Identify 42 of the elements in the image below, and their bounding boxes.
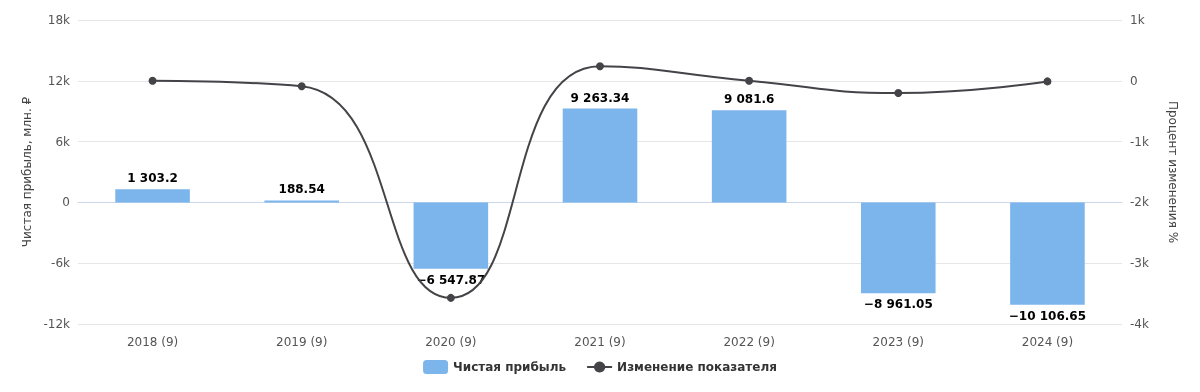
x-tick-label: 2020 (9) bbox=[425, 335, 477, 349]
bar bbox=[861, 202, 936, 294]
y2-tick-label: 1k bbox=[1130, 13, 1145, 27]
y-tick-label: 18k bbox=[47, 13, 71, 27]
y-tick-label: 0 bbox=[62, 195, 70, 210]
point bbox=[596, 62, 604, 71]
legend-label: Изменение показателя bbox=[617, 360, 777, 374]
y-tick-label: -12k bbox=[43, 317, 71, 331]
point bbox=[148, 76, 157, 85]
point bbox=[446, 293, 455, 302]
bar bbox=[413, 202, 489, 269]
point bbox=[297, 82, 306, 91]
legend-label: Чистая прибыль bbox=[453, 360, 567, 374]
data-label: −8 961.05 bbox=[863, 297, 933, 312]
point bbox=[1043, 77, 1052, 86]
data-label: −10 106.65 bbox=[1008, 308, 1087, 323]
data-label: 9 263.34 bbox=[570, 90, 630, 105]
x-tick-label: 2021 (9) bbox=[574, 335, 626, 349]
y2-tick-label: -2k bbox=[1130, 195, 1149, 210]
y-axis-title: Чистая прибыль, млн. ₽ bbox=[19, 96, 34, 248]
point bbox=[745, 76, 754, 85]
y2-tick-label: 0 bbox=[1130, 73, 1138, 88]
data-label: 188.54 bbox=[278, 182, 325, 197]
data-label: 9 081.6 bbox=[723, 92, 775, 107]
x-tick-label: 2023 (9) bbox=[872, 335, 924, 349]
bar bbox=[562, 108, 638, 203]
y-tick-label: -6k bbox=[51, 256, 71, 271]
bar bbox=[115, 189, 190, 203]
y2-tick-label: -1k bbox=[1130, 134, 1149, 149]
bar bbox=[1010, 202, 1085, 305]
y2-axis-title: Процент изменения % bbox=[1166, 100, 1180, 244]
bar bbox=[711, 110, 787, 203]
point bbox=[894, 88, 903, 97]
x-tick-label: 2022 (9) bbox=[723, 335, 775, 349]
y2-tick-label: -3k bbox=[1130, 256, 1149, 271]
data-label: 1 303.2 bbox=[127, 171, 178, 186]
x-tick-label: 2018 (9) bbox=[126, 335, 179, 349]
y-tick-label: 6k bbox=[55, 134, 71, 149]
y-tick-label: 12k bbox=[47, 73, 71, 88]
x-tick-label: 2019 (9) bbox=[276, 335, 328, 349]
x-tick-label: 2024 (9) bbox=[1021, 335, 1074, 349]
y2-tick-label: -4k bbox=[1130, 317, 1149, 331]
